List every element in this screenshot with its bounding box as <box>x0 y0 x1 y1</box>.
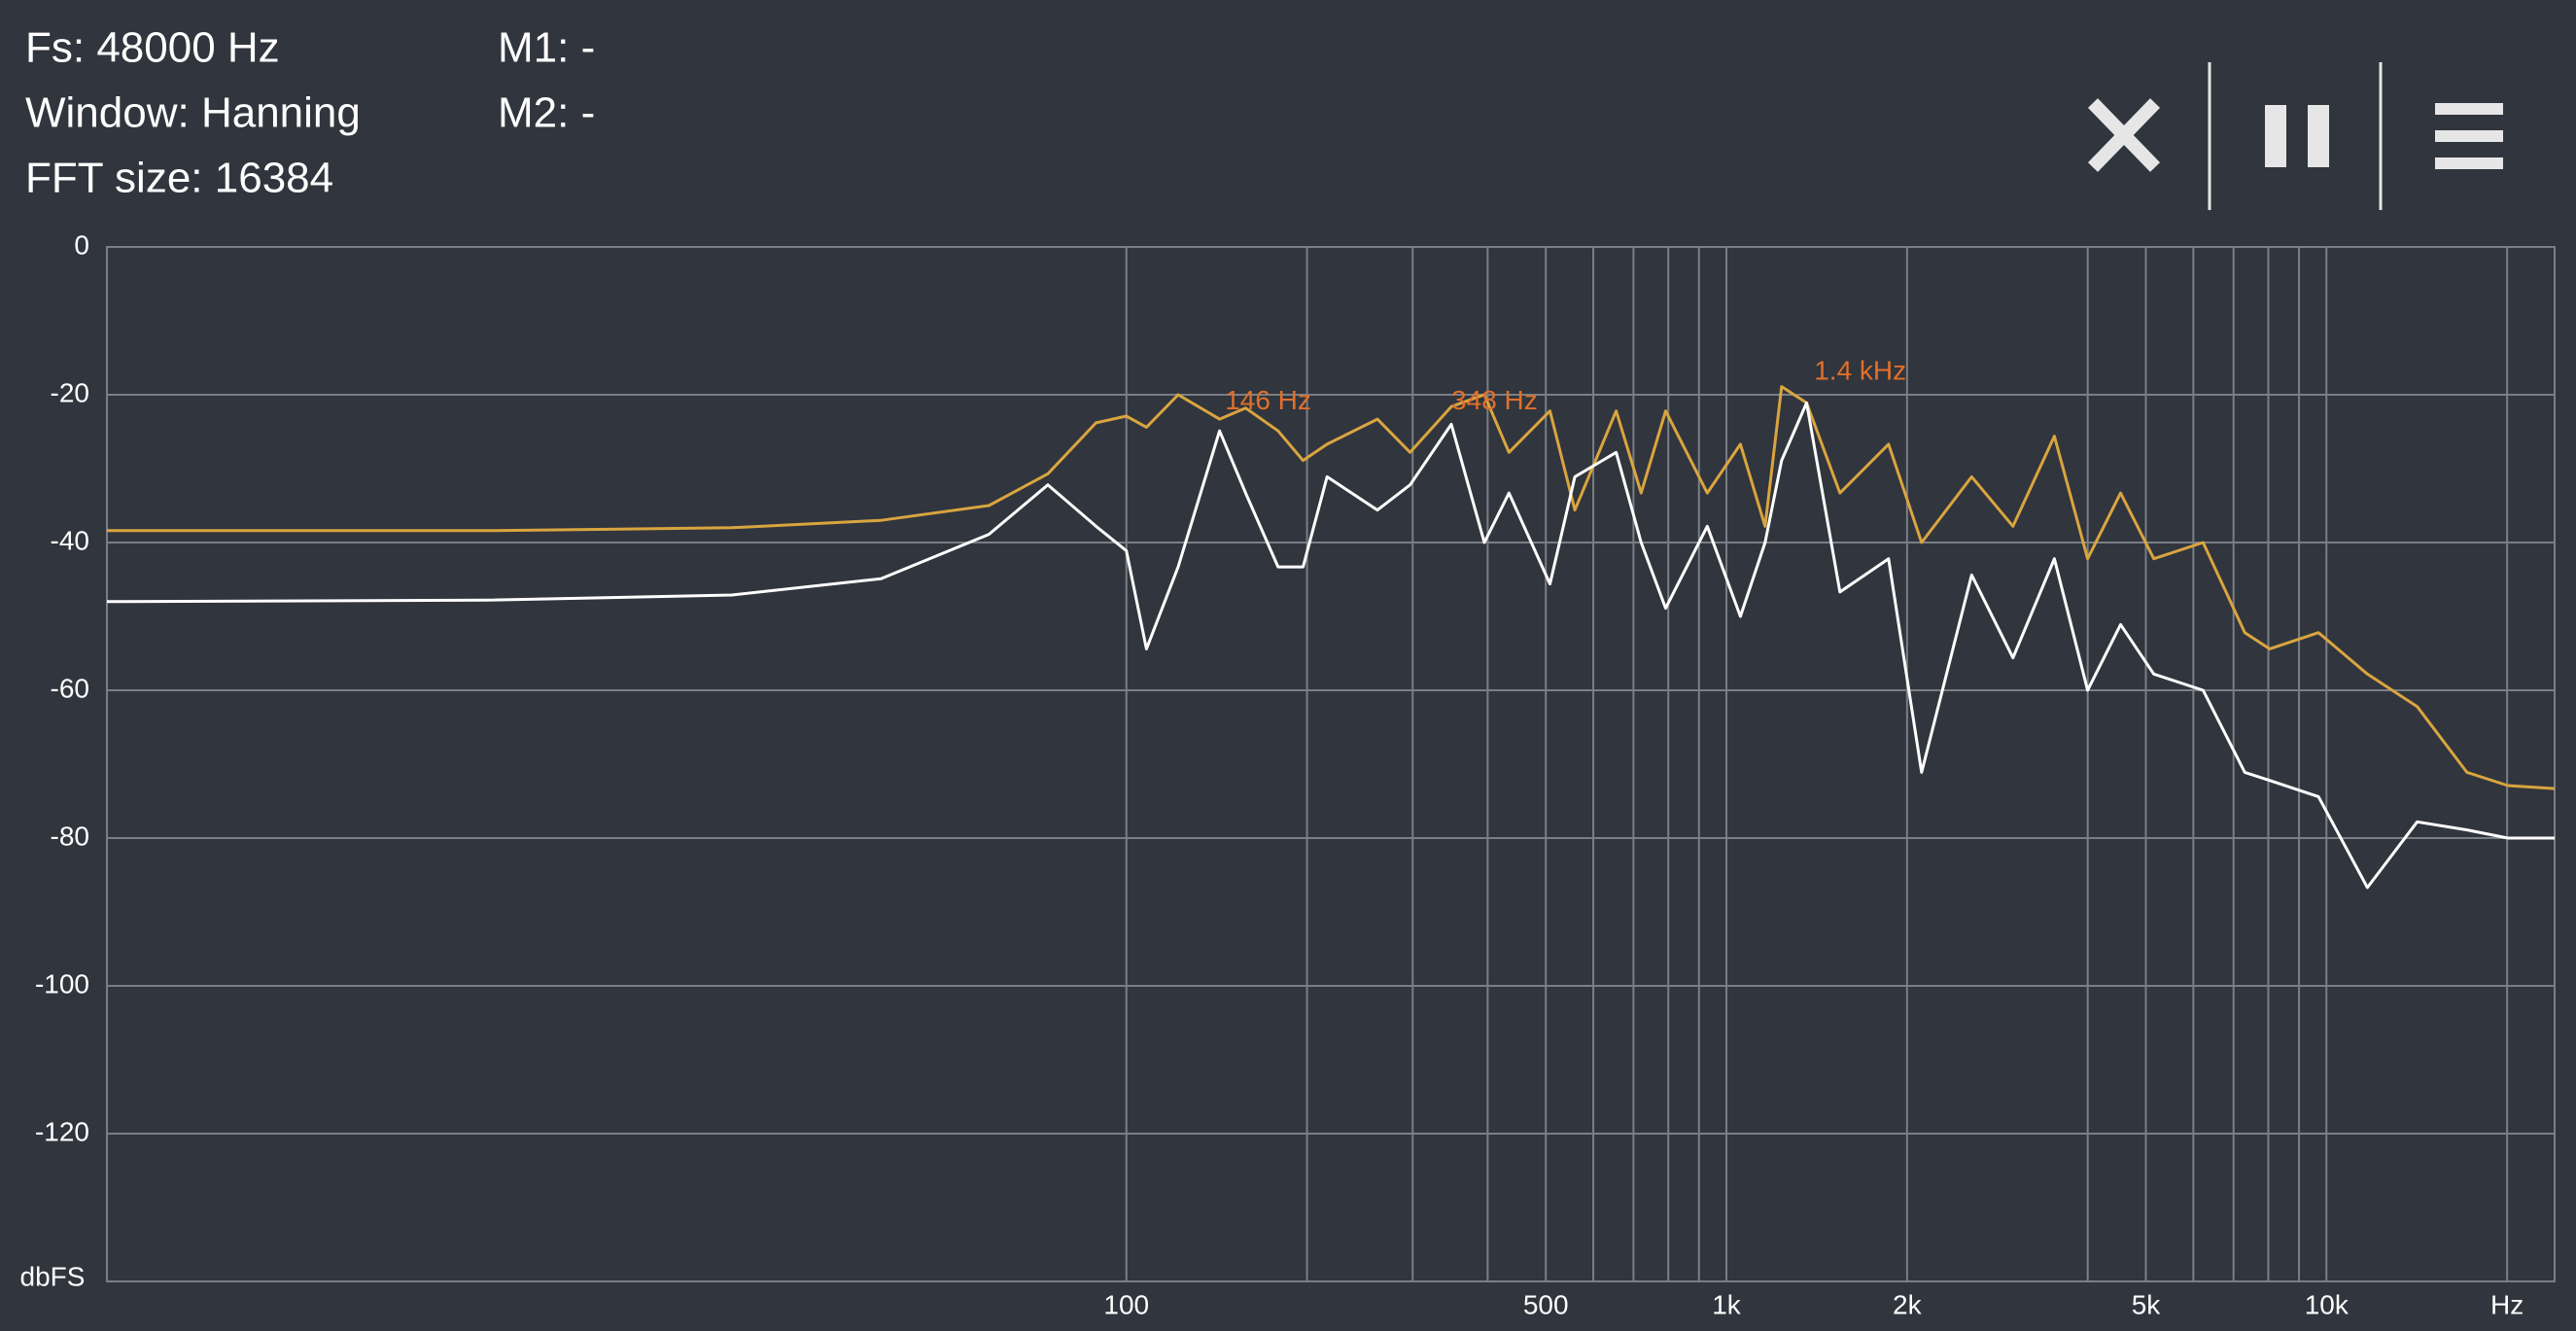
window-info: Window: Hanning <box>25 89 361 137</box>
plot: 0 -20 -40 -60 -80 -100 -120 100 500 1k 2k 5k 10k Hz db… <box>20 229 2556 1319</box>
y-tick-label: -20 <box>51 377 89 407</box>
spectrum-line <box>107 385 2556 790</box>
pause-button[interactable] <box>2265 105 2329 167</box>
x-tick-label: 2k <box>1893 1289 1923 1319</box>
y-tick-label: -40 <box>51 525 89 555</box>
y-tick-label: -120 <box>35 1116 89 1146</box>
marker-1: M1: - <box>498 24 595 72</box>
pause-icon <box>2308 105 2329 167</box>
y-tick-label: -60 <box>51 673 89 703</box>
y-tick-label: -100 <box>35 968 89 998</box>
menu-icon <box>2435 130 2503 142</box>
peak-label: 1.4 kHz <box>1814 356 1906 386</box>
x-tick-label: 500 <box>1523 1289 1569 1319</box>
menu-icon <box>2435 158 2503 169</box>
x-tick-label: 1k <box>1712 1289 1742 1319</box>
fft-info: FFT size: 16384 <box>25 155 333 202</box>
close-button[interactable] <box>2087 98 2161 172</box>
fs-info: Fs: 48000 Hz <box>25 24 280 72</box>
x-tick-label: 100 <box>1103 1289 1149 1319</box>
menu-icon <box>2435 103 2503 115</box>
y-tick-label: 0 <box>74 229 89 260</box>
y-axis-label: dbFS <box>20 1261 86 1291</box>
x-tick-label: Hz <box>2490 1289 2524 1319</box>
pause-icon <box>2265 105 2286 167</box>
x-tick-label: 10k <box>2305 1289 2350 1319</box>
peak-label: 146 Hz <box>1225 385 1311 415</box>
marker-2: M2: - <box>498 89 595 137</box>
spectrum-line <box>106 401 2555 890</box>
close-icon <box>2087 98 2161 172</box>
menu-button[interactable] <box>2435 103 2503 169</box>
peak-label: 348 Hz <box>1451 385 1538 415</box>
x-tick-label: 5k <box>2132 1289 2162 1319</box>
y-tick-label: -80 <box>51 821 89 851</box>
